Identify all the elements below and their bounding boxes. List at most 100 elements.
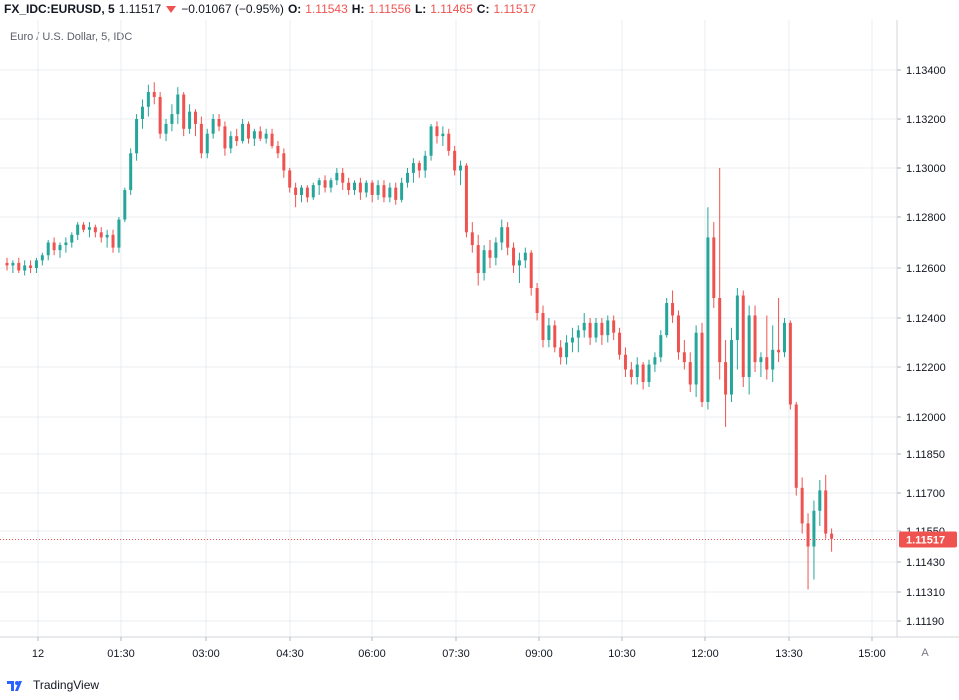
candle-body[interactable] [217,119,221,127]
candle-body[interactable] [64,242,68,246]
candle-body[interactable] [152,92,156,97]
candle-body[interactable] [818,490,822,511]
candle-body[interactable] [335,172,339,181]
candle-body[interactable] [370,182,374,195]
candle-body[interactable] [99,232,103,238]
candle-body[interactable] [635,364,639,377]
candle-body[interactable] [235,136,239,142]
candle-body[interactable] [241,123,245,142]
candle-body[interactable] [759,357,763,363]
candle-body[interactable] [376,185,380,195]
candle-body[interactable] [753,315,757,363]
candle-body[interactable] [629,369,633,378]
candle-body[interactable] [294,187,298,195]
candle-body[interactable] [570,337,574,343]
candle-body[interactable] [353,182,357,191]
candle-body[interactable] [135,119,139,154]
candle-body[interactable] [447,133,451,151]
candle-body[interactable] [729,340,733,395]
candle-body[interactable] [52,242,56,251]
candle-body[interactable] [34,260,38,268]
candle-body[interactable] [594,322,598,338]
candle-body[interactable] [782,322,786,353]
candle-body[interactable] [706,237,710,402]
candle-body[interactable] [176,94,180,115]
candle-body[interactable] [453,150,457,171]
candle-body[interactable] [435,126,439,137]
candle-body[interactable] [182,94,186,129]
candle-body[interactable] [459,165,463,171]
candle-body[interactable] [653,357,657,365]
candle-body[interactable] [553,325,557,348]
candle-body[interactable] [70,234,74,243]
candle-body[interactable] [188,111,192,129]
candle-body[interactable] [23,265,27,271]
candle-body[interactable] [565,342,569,358]
candle-body[interactable] [500,227,504,243]
candle-body[interactable] [170,114,174,124]
candle-body[interactable] [199,123,203,154]
candle-body[interactable] [464,165,468,233]
candle-body[interactable] [17,262,21,271]
candle-body[interactable] [82,224,86,230]
candle-body[interactable] [394,187,398,200]
candle-body[interactable] [46,242,50,256]
candle-body[interactable] [476,245,480,273]
candle-body[interactable] [411,163,415,173]
candle-body[interactable] [641,364,645,382]
tradingview-branding[interactable]: TradingView [6,676,99,694]
candle-body[interactable] [417,163,421,171]
candle-body[interactable] [252,131,256,139]
candle-body[interactable] [494,242,498,258]
candle-body[interactable] [211,119,215,134]
candle-body[interactable] [741,295,745,378]
candle-body[interactable] [830,533,834,539]
candle-body[interactable] [788,322,792,405]
candle-body[interactable] [29,265,33,268]
candle-body[interactable] [111,234,115,248]
candle-body[interactable] [246,123,250,139]
candle-body[interactable] [423,155,427,171]
candle-body[interactable] [535,288,539,313]
symbol-label[interactable]: FX_IDC:EURUSD, 5 [4,2,115,16]
candle-body[interactable] [688,362,692,385]
candle-body[interactable] [117,219,121,248]
candle-body[interactable] [93,227,97,233]
candle-body[interactable] [747,315,751,378]
candle-body[interactable] [470,232,474,246]
candle-body[interactable] [517,260,521,266]
candle-body[interactable] [676,315,680,353]
candle-body[interactable] [671,303,675,316]
candle-body[interactable] [158,96,162,134]
candle-body[interactable] [364,182,368,193]
candle-body[interactable] [5,262,9,266]
candle-body[interactable] [724,362,728,395]
candle-body[interactable] [129,153,133,191]
candle-body[interactable] [588,322,592,338]
candle-body[interactable] [488,250,492,258]
candle-body[interactable] [205,133,209,154]
candle-body[interactable] [735,295,739,341]
auto-scale-button[interactable]: A [921,647,929,659]
candle-body[interactable] [523,252,527,261]
candle-body[interactable] [512,247,516,266]
candle-body[interactable] [305,187,309,198]
candle-body[interactable] [270,133,274,146]
candle-body[interactable] [76,224,80,235]
candle-body[interactable] [276,145,280,154]
candle-body[interactable] [547,325,551,341]
candle-body[interactable] [388,187,392,198]
candle-body[interactable] [806,523,810,547]
candle-body[interactable] [164,123,168,134]
candle-body[interactable] [700,332,704,402]
candle-body[interactable] [140,106,144,119]
candle-body[interactable] [482,250,486,273]
candle-body[interactable] [282,153,286,171]
candle-body[interactable] [347,182,351,191]
candle-body[interactable] [341,172,345,183]
candle-body[interactable] [223,126,227,149]
candle-body[interactable] [400,182,404,200]
candle-body[interactable] [529,252,533,288]
candle-body[interactable] [777,349,781,353]
